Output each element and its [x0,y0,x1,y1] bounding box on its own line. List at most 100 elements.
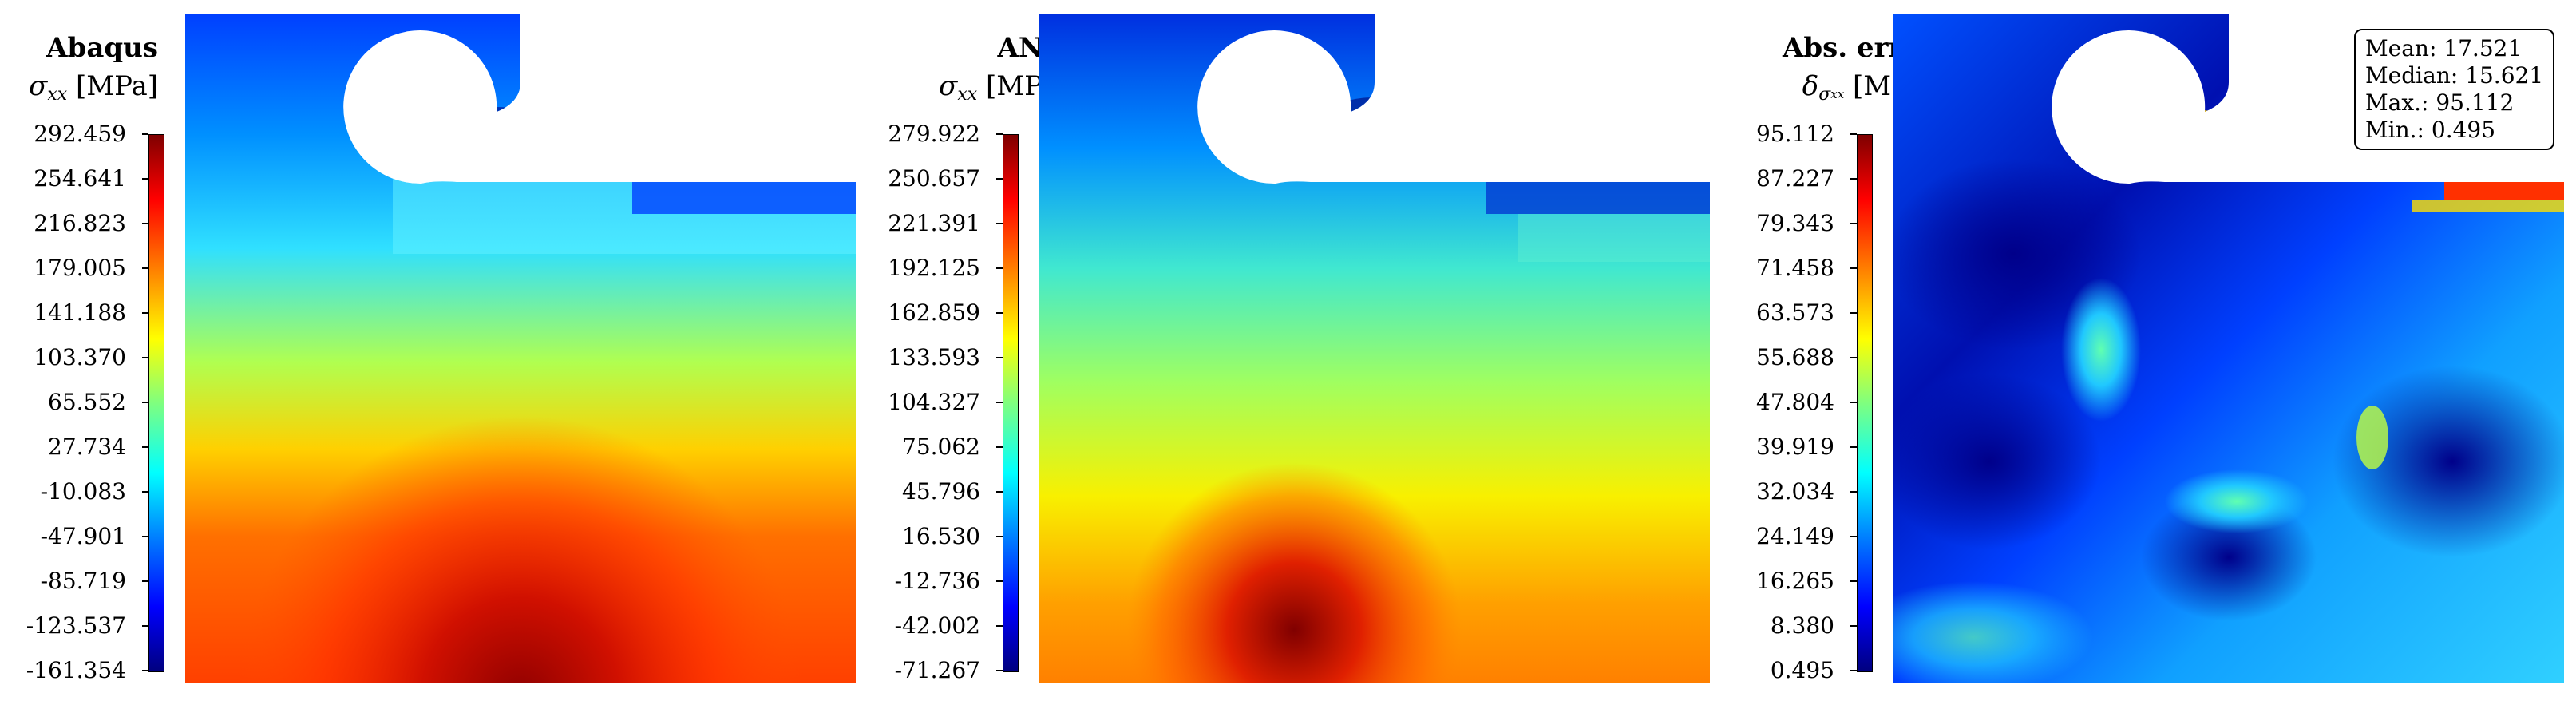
statistics-box: Mean: 17.521 Median: 15.621 Max.: 95.112… [2354,29,2555,150]
stress-field-plot [1039,14,1710,683]
colorbar-tick-mark [996,491,1003,493]
tick-label: -12.736 [894,567,980,594]
colorbar-tick-mark [996,580,1003,582]
colorbar-tick-mark [1850,357,1857,358]
panel-title: Abaqus [46,32,158,64]
colorbar [1857,134,1873,672]
stat-min: Min.: 0.495 [2365,117,2496,143]
panel-ann: ANN σxx [MPa] 279.922 250.657 221.391 19… [854,0,1710,701]
colorbar-tick-mark [142,491,148,493]
colorbar-tick-mark [1850,402,1857,403]
colorbar-tick-mark [1850,267,1857,269]
quantity-subscript: xx [47,85,68,105]
colorbar-tick-mark [142,178,148,180]
tick-label: 279.922 [888,121,980,147]
tick-label: 16.265 [1756,567,1834,594]
tick-label: 179.005 [34,255,126,281]
colorbar-tick-mark [996,357,1003,358]
stat-median: Median: 15.621 [2365,62,2544,89]
colorbar-tick-mark [142,625,148,627]
tick-label: -47.901 [40,523,126,549]
tick-label: 292.459 [34,121,126,147]
colorbar-tick-mark [996,267,1003,269]
colorbar-tick-mark [142,446,148,448]
colorbar-tick-mark [996,178,1003,180]
tick-label: 16.530 [902,523,980,549]
tick-label: -123.537 [26,612,126,639]
tick-label: 71.458 [1756,255,1834,281]
colorbar-tick-mark [142,223,148,224]
quantity-subscript: xx [957,85,978,105]
colorbar-ticks: 279.922 250.657 221.391 192.125 162.859 … [854,123,980,682]
colorbar-tick-mark [996,402,1003,403]
colorbar-tick-mark [1850,536,1857,537]
tick-label: 104.327 [888,389,980,415]
tick-label: 27.734 [48,433,126,460]
colorbar-tick-mark [1850,178,1857,180]
tick-label: 79.343 [1756,210,1834,236]
tick-label: 216.823 [34,210,126,236]
colorbar-tick-mark [142,670,148,671]
quantity-label: σxx [MPa] [29,70,158,105]
quantity-unit: [MPa] [76,70,158,102]
panel-abs-error: Abs. error δσxx [MPa] 95.112 87.227 79.3… [1708,0,2576,701]
quantity-symbol: σ [939,70,958,102]
tick-label: -42.002 [894,612,980,639]
tick-label: 45.796 [902,478,980,505]
colorbar-tick-mark [1850,670,1857,671]
tick-label: 55.688 [1756,344,1834,370]
colorbar-tick-mark [142,133,148,135]
tick-label: 0.495 [1770,657,1834,683]
tick-label: 192.125 [888,255,980,281]
colorbar-tick-mark [1850,223,1857,224]
colorbar-tick-mark [142,580,148,582]
tick-label: -10.083 [40,478,126,505]
stat-mean: Mean: 17.521 [2365,35,2523,61]
colorbar [148,134,164,672]
colorbar [1003,134,1019,672]
tick-label: 47.804 [1756,389,1834,415]
colorbar-tick-mark [996,223,1003,224]
tick-label: 103.370 [34,344,126,370]
tick-label: -71.267 [894,657,980,683]
colorbar-tick-mark [1850,446,1857,448]
tick-label: -85.719 [40,567,126,594]
colorbar-ticks: 292.459 254.641 216.823 179.005 141.188 … [0,123,126,682]
colorbar-tick-mark [1850,580,1857,582]
tick-label: 87.227 [1756,164,1834,192]
colorbar-tick-mark [996,446,1003,448]
stress-field-plot [185,14,856,683]
tick-label: 95.112 [1756,121,1834,147]
colorbar-tick-mark [1850,491,1857,493]
tick-label: 8.380 [1770,612,1834,639]
tick-label: 250.657 [888,164,980,192]
colorbar-tick-mark [996,536,1003,537]
tick-label: 254.641 [34,164,126,192]
tick-label: 32.034 [1756,478,1834,505]
colorbar-ticks: 95.112 87.227 79.343 71.458 63.573 55.68… [1708,123,1834,682]
tick-label: 141.188 [34,299,126,326]
colorbar-tick-mark [1850,133,1857,135]
tick-label: 75.062 [902,433,980,460]
tick-label: -161.354 [26,657,126,683]
colorbar-tick-mark [1850,625,1857,627]
panel-abaqus: Abaqus σxx [MPa] 292.459 254.641 216.823… [0,0,856,701]
colorbar-tick-mark [996,133,1003,135]
tick-label: 63.573 [1756,299,1834,326]
colorbar-tick-mark [1850,312,1857,314]
tick-label: 65.552 [48,389,126,415]
quantity-subsubscript: xx [1830,87,1845,101]
colorbar-tick-mark [996,670,1003,671]
tick-label: 221.391 [888,210,980,236]
tick-label: 39.919 [1756,433,1834,460]
colorbar-tick-mark [996,312,1003,314]
colorbar-tick-mark [142,536,148,537]
quantity-symbol: σ [29,70,48,102]
colorbar-tick-mark [996,625,1003,627]
tick-label: 24.149 [1756,523,1834,549]
colorbar-tick-mark [142,267,148,269]
tick-label: 133.593 [888,344,980,370]
error-field-plot [1893,14,2564,683]
colorbar-tick-mark [142,402,148,403]
tick-label: 162.859 [888,299,980,326]
